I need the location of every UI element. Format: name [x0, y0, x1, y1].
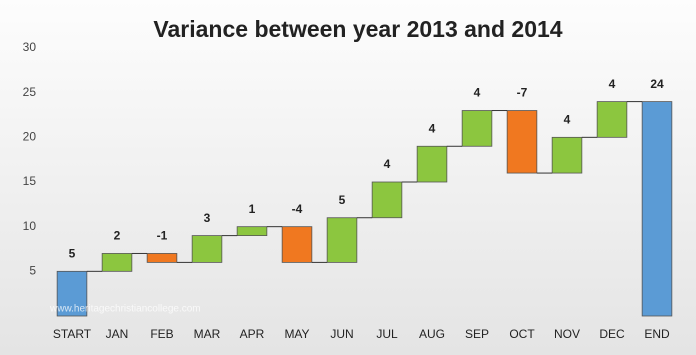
value-label: 4 [429, 121, 436, 135]
value-label: -7 [517, 86, 528, 100]
x-tick-label: MAY [284, 327, 309, 341]
y-tick-label: 15 [23, 174, 37, 188]
y-tick-label: 25 [23, 85, 37, 99]
bar [461, 110, 493, 147]
x-tick-label: MAR [194, 327, 221, 341]
watermark: www.heritagechristiancollege.com [49, 304, 201, 315]
x-tick-label: JUN [330, 327, 353, 341]
bar [596, 101, 628, 138]
bar [191, 235, 223, 263]
x-tick-label: JAN [106, 327, 129, 341]
bar [146, 253, 178, 263]
y-tick-label: 10 [23, 219, 37, 233]
x-tick-label: APR [240, 327, 265, 341]
y-tick-label: 20 [23, 130, 37, 144]
x-tick-label: NOV [554, 327, 580, 341]
bar [236, 226, 268, 237]
x-tick-label: FEB [150, 327, 173, 341]
chart-title: Variance between year 2013 and 2014 [153, 16, 562, 42]
bar [101, 253, 133, 272]
value-label: 4 [564, 113, 571, 127]
value-label: 5 [339, 193, 346, 207]
bar [416, 145, 448, 183]
bar [326, 217, 358, 263]
value-label: 4 [384, 157, 391, 171]
value-label: 2 [114, 229, 121, 243]
x-tick-label: DEC [599, 327, 625, 341]
value-label: -1 [157, 229, 168, 243]
value-label: 24 [650, 77, 664, 91]
value-label: -4 [292, 202, 303, 216]
value-label: 5 [69, 247, 76, 261]
value-label: 3 [204, 211, 211, 225]
x-tick-label: OCT [509, 327, 535, 341]
x-tick-label: JUL [376, 327, 398, 341]
bar [281, 226, 313, 263]
bar [506, 110, 538, 174]
y-tick-label: 5 [29, 264, 36, 278]
bar [551, 136, 583, 174]
bar [371, 181, 403, 219]
value-label: 1 [249, 202, 256, 216]
value-label: 4 [474, 86, 481, 100]
value-label: 4 [609, 77, 616, 91]
bar [641, 101, 673, 317]
x-tick-label: START [53, 327, 92, 341]
bar [56, 270, 88, 317]
x-tick-label: SEP [465, 327, 489, 341]
x-tick-label: AUG [419, 327, 445, 341]
x-tick-label: END [644, 327, 670, 341]
y-tick-label: 30 [23, 40, 37, 54]
